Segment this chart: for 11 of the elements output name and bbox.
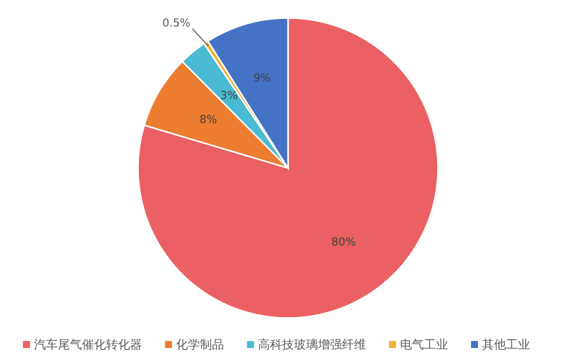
legend-label: 汽车尾气催化转化器 (34, 337, 142, 352)
data-label: 8% (199, 113, 217, 126)
data-label: 3% (220, 89, 238, 102)
legend-label: 电气工业 (400, 337, 448, 352)
data-label: 80% (331, 236, 356, 249)
data-label: 0.5% (162, 16, 190, 30)
legend-label: 化学制品 (176, 337, 224, 352)
pie-slice (137, 17, 439, 318)
legend-label: 其他工业 (482, 337, 530, 352)
legend-label: 高科技玻璃增强纤维 (258, 337, 366, 352)
data-label: 9% (253, 72, 271, 85)
